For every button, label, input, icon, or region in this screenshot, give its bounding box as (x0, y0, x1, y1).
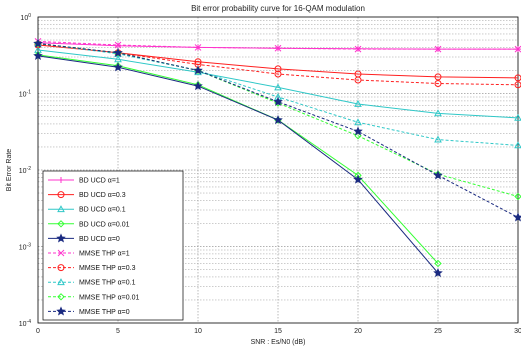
legend-marker (57, 278, 65, 286)
legend-marker (57, 293, 65, 301)
legend-marker (56, 306, 66, 316)
legend-marker (57, 191, 65, 199)
series-10 (33, 38, 521, 222)
series-group (33, 38, 521, 278)
legend-item-7: MMSE THP α=0.3 (48, 264, 136, 272)
data-point (513, 212, 521, 222)
legend-box (42, 170, 184, 321)
legend-label: MMSE THP α=0.1 (79, 280, 136, 287)
y-tick-label: 10-1 (19, 90, 31, 99)
data-point (193, 81, 203, 91)
legend-label: MMSE THP α=0.01 (79, 294, 140, 301)
x-tick-label: 30 (514, 328, 521, 335)
data-point (353, 126, 363, 136)
y-axis-ticks: 100 10-1 10-2 10-3 10-4 (19, 13, 31, 328)
data-point (113, 62, 123, 72)
data-point (193, 65, 203, 75)
x-axis-label: SNR : Es/N0 (dB) (251, 339, 306, 346)
legend-item-6: MMSE THP α=1 (48, 249, 130, 258)
legend-label: BD UCD α=0.01 (79, 221, 130, 228)
series-line (37, 54, 439, 264)
legend-item-3: BD UCD α=0.1 (48, 205, 126, 214)
data-point (514, 113, 521, 121)
x-tick-label: 20 (354, 328, 362, 335)
x-tick-label: 10 (194, 328, 202, 335)
legend-marker (57, 220, 65, 228)
data-point (434, 73, 442, 81)
series-line (37, 49, 519, 119)
legend-item-9: MMSE THP α=0.01 (48, 293, 140, 301)
data-point (273, 114, 283, 125)
plot-frame (37, 16, 519, 324)
legend-label: MMSE THP α=0 (79, 309, 130, 316)
y-tick-label: 10-2 (19, 166, 31, 175)
series-5 (33, 50, 443, 278)
y-tick-label: 100 (20, 13, 31, 22)
legend-marker (57, 249, 65, 257)
y-tick-label: 10-3 (19, 243, 31, 252)
data-point (514, 81, 521, 89)
data-point (354, 99, 362, 107)
data-point (113, 47, 123, 57)
data-point (114, 41, 122, 49)
legend-marker (56, 233, 66, 243)
data-point (514, 141, 521, 149)
legend-item-4: BD UCD α=0.01 (48, 220, 130, 228)
legend-item-5: BD UCD α=0 (48, 233, 120, 243)
legend-marker (57, 264, 65, 272)
data-point (514, 74, 521, 82)
legend-item-1: BD UCD α=1 (48, 177, 120, 185)
chart-title: Bit error probability curve for 16-QAM m… (191, 4, 365, 13)
data-point (194, 44, 202, 51)
x-tick-label: 5 (116, 328, 120, 335)
data-point (433, 170, 443, 180)
data-point (354, 76, 362, 84)
legend-label: BD UCD α=0.1 (79, 207, 126, 214)
x-axis-ticks: 0 5 10 15 20 25 30 (36, 328, 521, 335)
legend-label: BD UCD α=1 (79, 178, 120, 185)
data-point (33, 50, 43, 60)
data-point (434, 135, 442, 143)
data-point (353, 174, 363, 184)
data-point (274, 44, 282, 52)
legend-item-10: MMSE THP α=0 (48, 306, 130, 316)
legend-item-2: BD UCD α=0.3 (48, 191, 126, 199)
data-point (114, 55, 122, 63)
data-point (433, 267, 443, 278)
y-tick-label: 10-4 (19, 319, 31, 328)
data-point (434, 109, 442, 117)
x-tick-label: 15 (274, 328, 282, 335)
legend-label: BD UCD α=0 (79, 236, 120, 243)
legend: BD UCD α=1 BD UCD α=0.3 BD UCD α=0.1 BD UCD… (42, 170, 184, 321)
data-point (514, 192, 521, 201)
data-point (514, 45, 521, 53)
legend-label: MMSE THP α=0.3 (79, 265, 136, 272)
legend-label: MMSE THP α=1 (79, 251, 130, 258)
data-point (273, 96, 283, 106)
data-point (434, 80, 442, 88)
data-point (434, 259, 442, 268)
legend-marker (57, 205, 65, 213)
data-point (354, 45, 362, 53)
data-point (274, 83, 282, 91)
data-point (434, 45, 442, 53)
data-point (274, 65, 282, 73)
x-tick-label: 25 (434, 328, 442, 335)
legend-label: BD UCD α=0.3 (79, 192, 126, 199)
data-point (354, 118, 362, 126)
x-tick-label: 0 (36, 328, 40, 335)
data-point (274, 70, 282, 78)
data-point (33, 38, 43, 48)
legend-marker (58, 177, 64, 183)
y-axis-label: Bit Error Rate (6, 149, 13, 192)
series-line (37, 55, 439, 274)
legend-item-8: MMSE THP α=0.1 (48, 278, 136, 287)
